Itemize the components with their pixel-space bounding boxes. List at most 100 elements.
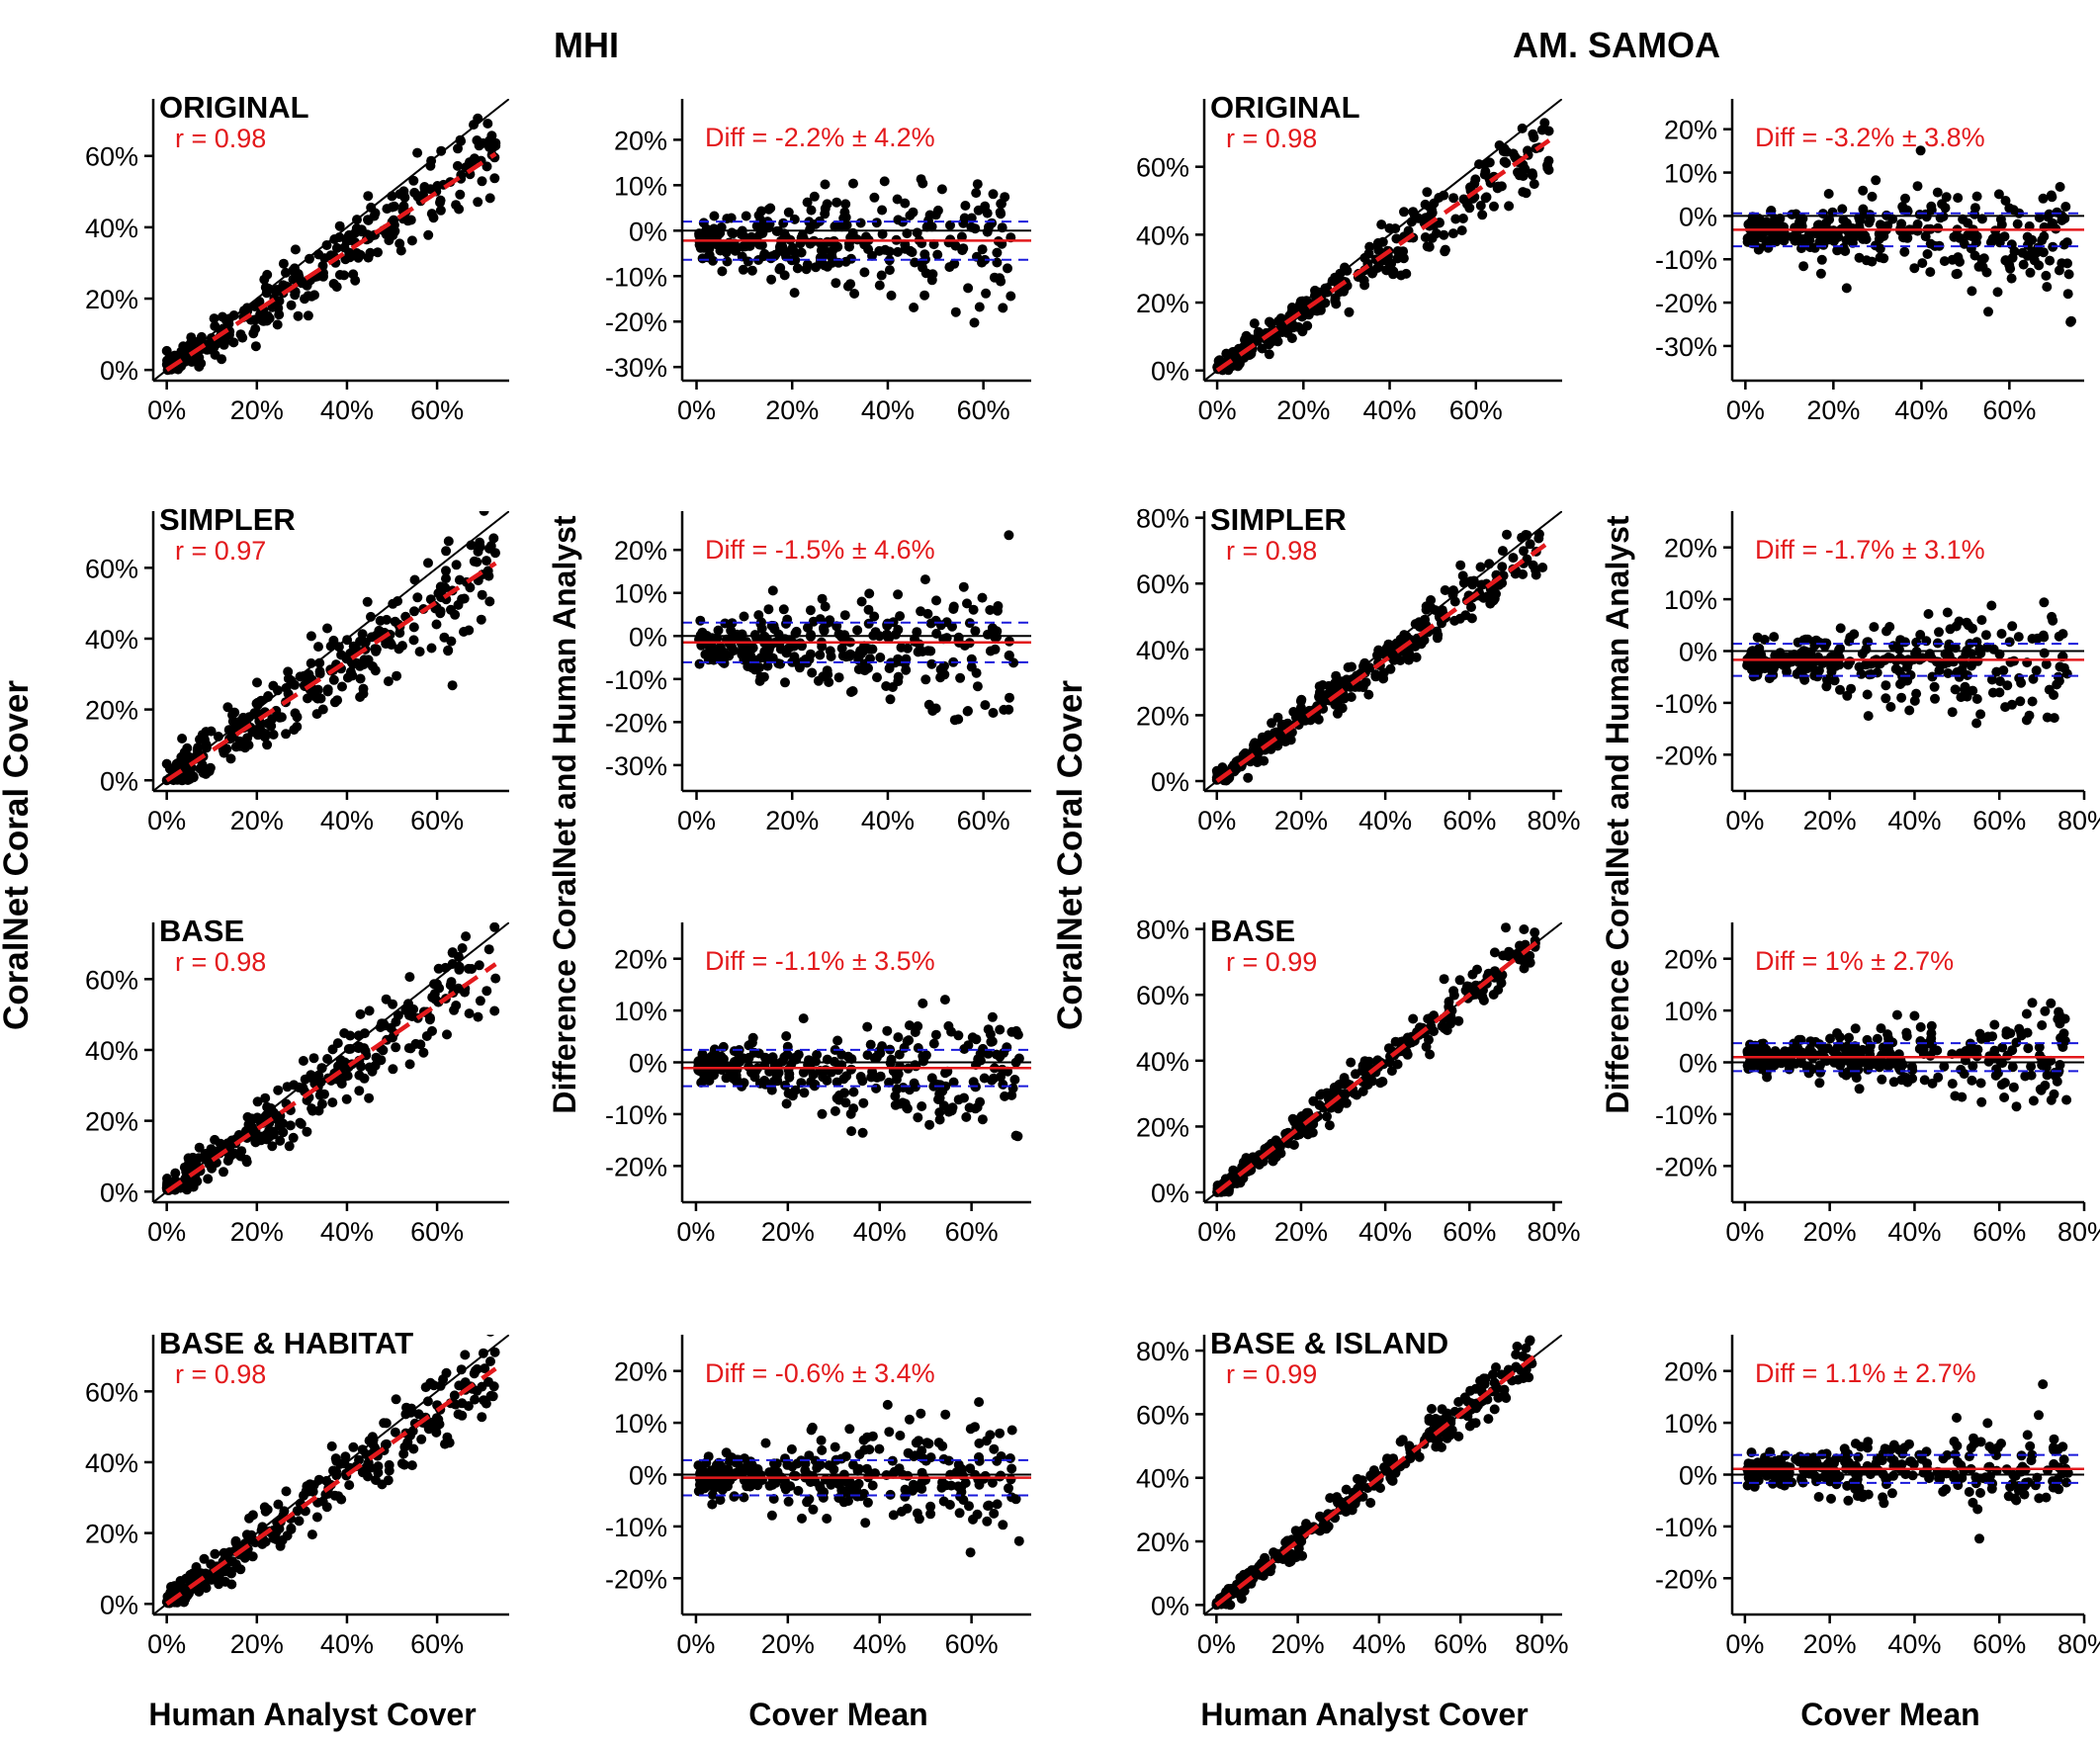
r-annotation: r = 0.98: [175, 124, 266, 153]
data-point: [359, 1028, 370, 1039]
data-point: [933, 1438, 944, 1448]
data-point: [1387, 647, 1398, 657]
data-point: [1321, 1524, 1332, 1534]
data-point: [394, 189, 405, 200]
data-point: [1502, 529, 1512, 540]
data-point: [1388, 266, 1399, 277]
data-point: [1462, 1396, 1473, 1407]
data-point: [441, 573, 451, 584]
data-point: [755, 618, 766, 629]
data-point: [756, 206, 766, 217]
data-point: [1431, 228, 1442, 239]
data-point: [172, 760, 183, 771]
data-point: [1967, 286, 1977, 297]
data-point: [1443, 1408, 1452, 1419]
data-point: [224, 1547, 235, 1557]
data-point: [853, 655, 864, 665]
data-point: [252, 730, 263, 741]
data-point: [920, 674, 931, 685]
data-point: [1331, 1101, 1342, 1112]
data-point: [805, 649, 816, 659]
data-point: [727, 618, 738, 629]
data-point: [1322, 287, 1333, 298]
data-point: [425, 184, 436, 195]
data-point: [973, 205, 984, 216]
data-point: [474, 140, 484, 151]
data-point: [2046, 220, 2056, 230]
data-point: [2034, 1410, 2044, 1421]
data-point: [1272, 336, 1283, 347]
data-point: [447, 947, 458, 958]
data-point: [293, 310, 304, 321]
data-point: [830, 1441, 840, 1452]
data-point: [450, 609, 461, 620]
data-point: [1915, 1036, 1926, 1046]
data-point: [2000, 702, 2011, 713]
data-point: [403, 1043, 414, 1054]
data-point: [2037, 235, 2048, 246]
y-tick-label: 10%: [1664, 997, 1717, 1026]
data-point: [489, 922, 500, 932]
data-point: [783, 1064, 794, 1075]
data-point: [2046, 190, 2056, 201]
fit-line: [1215, 543, 1547, 783]
data-point: [235, 329, 246, 340]
identity-line: [153, 99, 509, 381]
data-point: [2052, 1076, 2062, 1087]
data-point: [742, 645, 752, 655]
data-point: [2021, 1008, 2032, 1019]
data-point: [1453, 1431, 1464, 1441]
data-point: [1844, 1032, 1854, 1043]
data-point: [743, 256, 753, 267]
data-point: [226, 1579, 237, 1590]
data-point: [1236, 1594, 1247, 1604]
data-point: [1442, 1429, 1451, 1440]
data-point: [275, 1135, 286, 1146]
data-point: [715, 642, 726, 653]
data-point: [1901, 1031, 1912, 1041]
data-point: [161, 345, 172, 356]
data-point: [2001, 1026, 2012, 1037]
data-point: [882, 1399, 893, 1410]
plot-area: [153, 922, 509, 1202]
data-point: [257, 1538, 268, 1549]
data-point: [336, 1494, 347, 1505]
data-point: [758, 671, 769, 682]
x-tick-label: 20%: [765, 395, 819, 425]
data-point: [1519, 546, 1529, 557]
x-tick-label: 60%: [410, 1217, 464, 1247]
data-point: [2034, 260, 2045, 271]
data-point: [336, 650, 347, 660]
data-point: [1956, 1064, 1967, 1075]
data-point: [199, 1553, 210, 1564]
y-tick-label: 20%: [614, 126, 667, 155]
data-point: [317, 704, 328, 715]
data-point: [2055, 182, 2065, 192]
data-point: [843, 1496, 853, 1507]
data-point: [1440, 585, 1450, 595]
data-point: [395, 245, 406, 256]
data-point: [1013, 1535, 1024, 1546]
data-point: [916, 606, 926, 617]
data-point: [1815, 268, 1826, 279]
data-point: [1457, 214, 1468, 223]
data-point: [2063, 269, 2074, 280]
data-point: [2062, 289, 2073, 300]
data-point: [326, 1441, 337, 1451]
data-point: [345, 252, 355, 263]
data-point: [1999, 231, 2010, 242]
x-tick-label: 0%: [147, 1629, 186, 1659]
data-point: [1987, 233, 1998, 244]
data-point: [1742, 1047, 1753, 1058]
y-tick-label: 20%: [1136, 1112, 1189, 1142]
y-tick-label: 40%: [85, 214, 138, 243]
y-tick-label: 0%: [100, 1590, 138, 1619]
x-tick-label: 0%: [1197, 1629, 1236, 1659]
data-point: [1899, 246, 1910, 257]
data-point: [981, 288, 992, 299]
data-point: [330, 1453, 341, 1464]
data-point: [1422, 187, 1433, 198]
y-tick-label: 20%: [1664, 116, 1717, 145]
